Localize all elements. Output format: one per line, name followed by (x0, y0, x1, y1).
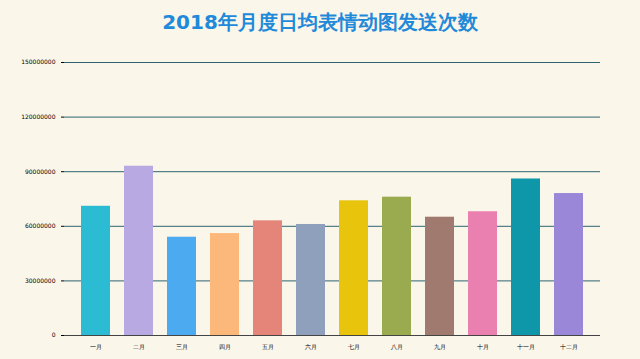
svg-text:30000000: 30000000 (25, 277, 56, 284)
svg-text:十一月: 十一月 (517, 343, 535, 350)
svg-text:四月: 四月 (219, 343, 231, 350)
svg-text:九月: 九月 (434, 343, 446, 350)
svg-text:90000000: 90000000 (25, 168, 56, 175)
svg-text:一月: 一月 (90, 343, 102, 350)
svg-text:七月: 七月 (348, 343, 360, 350)
svg-text:五月: 五月 (262, 343, 274, 350)
svg-text:三月: 三月 (176, 343, 188, 350)
svg-text:十二月: 十二月 (560, 343, 578, 350)
svg-text:六月: 六月 (305, 343, 317, 350)
svg-text:十月: 十月 (477, 343, 489, 350)
html-text:2018年月度日均表情动图发送次数: 2018年月度日均表情动图发送次数 (162, 10, 478, 34)
svg-text:二月: 二月 (133, 343, 145, 350)
svg-text:120000000: 120000000 (21, 113, 56, 120)
svg-text:八月: 八月 (391, 343, 403, 350)
svg-text:60000000: 60000000 (25, 222, 56, 229)
svg-text:150000000: 150000000 (21, 58, 56, 65)
svg-text:0: 0 (52, 331, 56, 338)
